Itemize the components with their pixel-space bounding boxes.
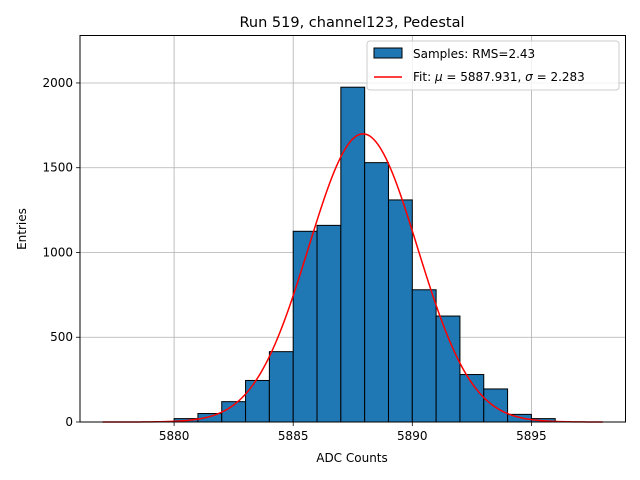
legend-fit-mu-value: = 5887.931, <box>443 70 526 84</box>
x-axis-ticks: 5880 5885 5890 5895 <box>159 422 547 443</box>
y-axis-label: Entries <box>15 208 29 250</box>
histogram-bar <box>340 86 366 423</box>
x-tick-label: 5895 <box>516 429 547 443</box>
histogram-bar <box>245 379 270 423</box>
fit-curve <box>102 133 603 423</box>
histogram-bar <box>387 199 413 423</box>
y-tick-label: 2000 <box>42 76 73 90</box>
legend: Samples: RMS=2.43 Fit: μ = 5887.931, σ =… <box>366 40 620 91</box>
legend-fit-sigma-value: = 2.283 <box>533 70 585 84</box>
legend-fit-sigma-symbol: σ <box>525 70 533 84</box>
histogram-bar <box>459 374 485 423</box>
y-tick-label: 0 <box>65 415 73 429</box>
legend-label-fit: Fit: μ = 5887.931, σ = 2.283 <box>413 70 585 84</box>
histogram-bar <box>316 224 342 423</box>
y-tick-label: 1500 <box>42 161 73 175</box>
histogram-bar <box>483 388 509 423</box>
x-tick-label: 5880 <box>159 429 190 443</box>
legend-fit-prefix: Fit: <box>413 70 435 84</box>
y-tick-label: 1000 <box>42 245 73 259</box>
plot-frame <box>79 35 626 423</box>
x-tick-label: 5890 <box>397 429 428 443</box>
histogram-bar <box>268 351 294 423</box>
y-axis-ticks: 0 500 1000 1500 2000 <box>42 76 80 429</box>
histogram-bar <box>364 162 389 423</box>
legend-box <box>366 40 620 91</box>
x-tick-label: 5885 <box>278 429 309 443</box>
legend-swatch-samples <box>373 47 403 59</box>
legend-label-samples: Samples: RMS=2.43 <box>413 47 535 61</box>
histogram-bar <box>435 315 461 423</box>
legend-fit-mu-symbol: μ <box>434 70 443 84</box>
chart-title: Run 519, channel123, Pedestal <box>239 15 464 31</box>
histogram-bars <box>173 86 556 423</box>
x-axis-label: ADC Counts <box>316 451 388 465</box>
y-tick-label: 500 <box>50 330 73 344</box>
histogram-bar <box>411 289 437 423</box>
